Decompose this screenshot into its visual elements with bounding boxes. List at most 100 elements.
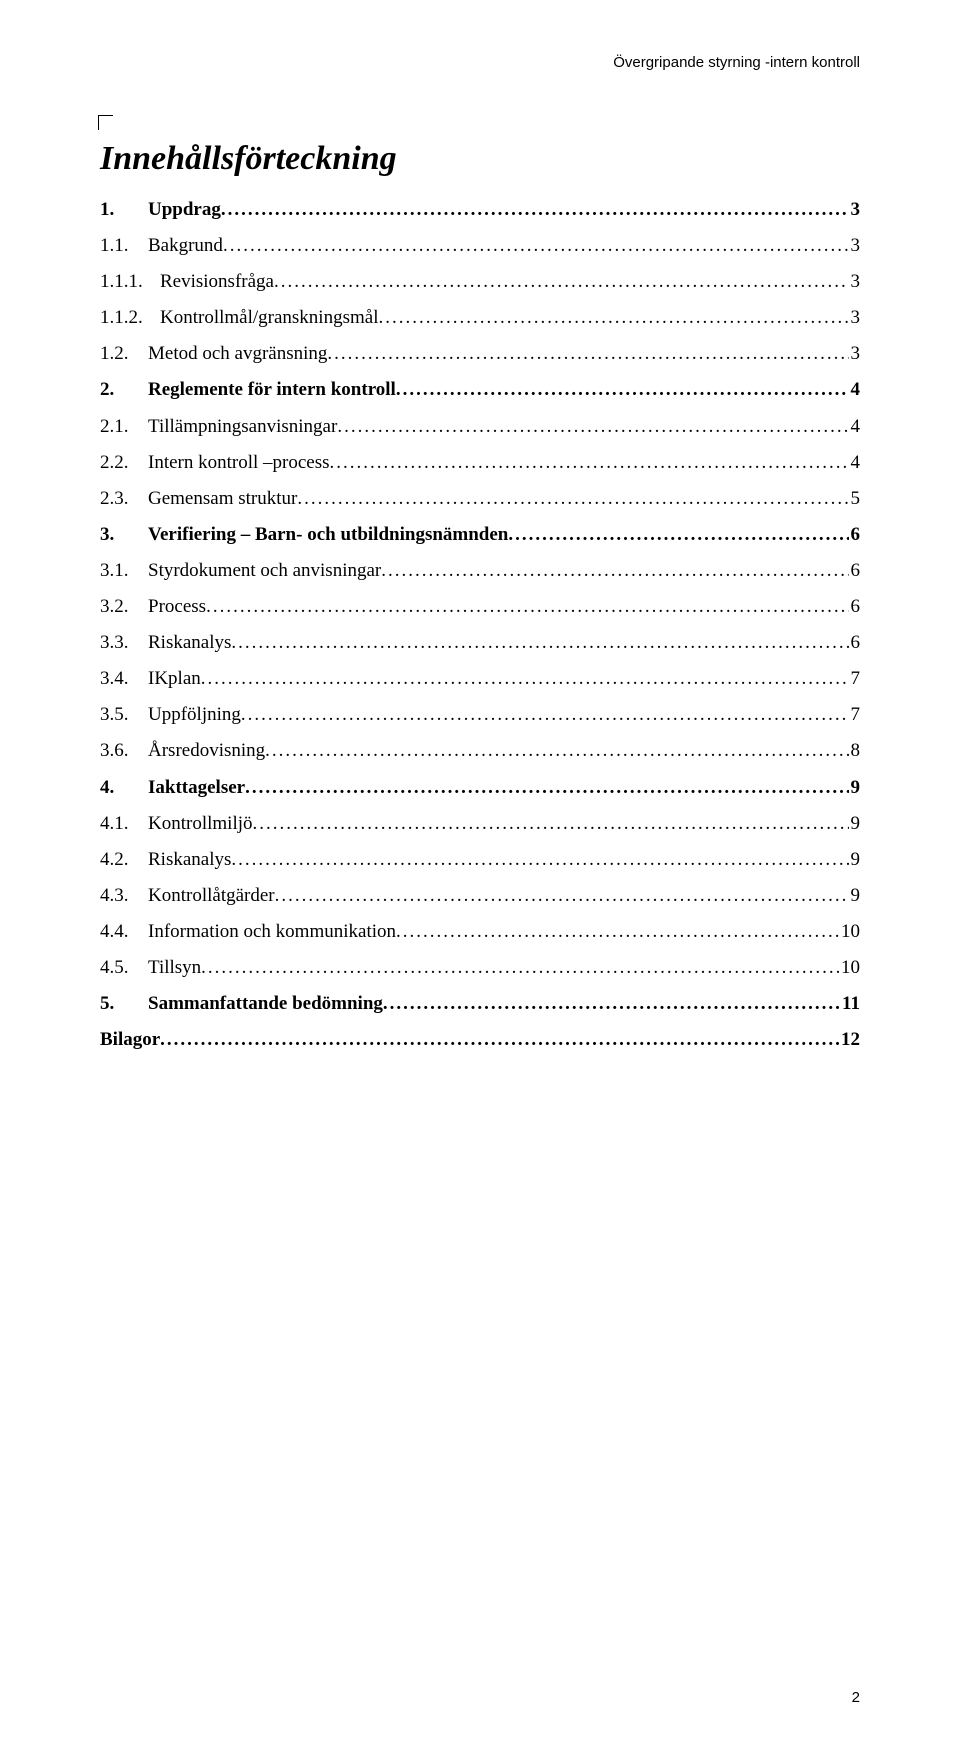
toc-leader-dots [383,986,840,1022]
toc-entry-page: 5 [849,481,861,517]
toc-entry-page: 4 [849,409,861,445]
toc-entry-label: Iakttagelser [148,770,245,806]
toc-entry-number: 4.5. [100,950,148,986]
toc-leader-dots [265,733,848,769]
toc-entry: 4.Iakttagelser 9 [100,770,860,806]
toc-leader-dots [223,228,849,264]
toc-entry-number: 1.2. [100,336,148,372]
toc-entry: 1.1.2.Kontrollmål/granskningsmål 3 [100,300,860,336]
page-number: 2 [852,1689,860,1706]
toc-entry-page: 6 [849,517,861,553]
toc-entry-label: Tillsyn [148,950,201,986]
toc-entry-label: Uppdrag [148,192,221,228]
toc-entry: 3.3.Riskanalys6 [100,625,860,661]
toc-entry: 4.3.Kontrollåtgärder 9 [100,878,860,914]
toc-entry-page: 10 [839,914,860,950]
toc-entry: 2.1.Tillämpningsanvisningar 4 [100,409,860,445]
toc-entry-number: 2.3. [100,481,148,517]
toc-leader-dots [275,878,849,914]
toc-leader-dots [337,409,848,445]
toc-entry-page: 7 [849,661,861,697]
toc-leader-dots [221,192,849,228]
toc-entry-number: 3.3. [100,625,148,661]
toc-entry-label: Kontrollmiljö [148,806,253,842]
toc-leader-dots [231,842,848,878]
toc-leader-dots [378,300,848,336]
toc-entry-label: Metod och avgränsning [148,336,327,372]
toc-entry-page: 3 [849,192,861,228]
toc-entry-number: 4. [100,770,148,806]
toc-leader-dots [297,481,848,517]
toc-entry-label: Uppföljning [148,697,241,733]
toc-entry-label: Intern kontroll –process [148,445,330,481]
toc-entry-page: 8 [849,733,861,769]
toc-leader-dots [274,264,849,300]
toc-entry-label: Bilagor [100,1022,160,1058]
toc-entry-number: 2.2. [100,445,148,481]
toc-entry-label: Kontrollmål/granskningsmål [160,300,378,336]
toc-entry-page: 9 [849,806,861,842]
toc-entry-label: Verifiering – Barn- och utbildningsnämnd… [148,517,508,553]
toc-entry: 3.2.Process 6 [100,589,860,625]
toc-title: Innehållsförteckning [100,140,860,178]
toc-leader-dots [508,517,848,553]
toc-entry-label: Riskanalys [148,842,231,878]
toc-leader-dots [160,1022,839,1058]
toc-entry-label: Kontrollåtgärder [148,878,275,914]
page-header: Övergripande styrning -intern kontroll [613,54,860,71]
toc-entry-page: 3 [849,300,861,336]
toc-leader-dots [241,697,849,733]
toc-entry-number: 1.1.2. [100,300,160,336]
toc-entry-number: 4.4. [100,914,148,950]
toc-entry-number: 1. [100,192,148,228]
toc-entry-label: Information och kommunikation [148,914,396,950]
toc-entry: 3.5.Uppföljning7 [100,697,860,733]
toc-entry-page: 3 [849,264,861,300]
toc-entry-number: 2.1. [100,409,148,445]
toc-entry-page: 12 [839,1022,860,1058]
toc-entry: 1.1.Bakgrund 3 [100,228,860,264]
toc-entry-page: 4 [849,445,861,481]
toc-entry: 4.5.Tillsyn10 [100,950,860,986]
toc-entry-page: 9 [849,770,861,806]
toc-entry-label: Tillämpningsanvisningar [148,409,337,445]
toc-entry-label: Bakgrund [148,228,223,264]
toc-entry-label: Process [148,589,206,625]
toc-entry-number: 3.6. [100,733,148,769]
toc-entry-number: 2. [100,372,148,408]
toc-leader-dots [381,553,848,589]
toc-entry: 1.1.1.Revisionsfråga 3 [100,264,860,300]
toc-leader-dots [253,806,849,842]
toc-entry-number: 4.2. [100,842,148,878]
toc-entry: 3.6.Årsredovisning8 [100,733,860,769]
toc-entry-page: 3 [849,228,861,264]
toc-entry-page: 6 [849,589,861,625]
toc-leader-dots [231,625,848,661]
toc-entry: 2.2.Intern kontroll –process 4 [100,445,860,481]
toc-leader-dots [206,589,848,625]
toc-entry: 1.2.Metod och avgränsning3 [100,336,860,372]
toc-leader-dots [330,445,849,481]
toc-entry-number: 3. [100,517,148,553]
toc-entry-label: Sammanfattande bedömning [148,986,383,1022]
toc-entry: 4.4.Information och kommunikation 10 [100,914,860,950]
toc-entry-number: 1.1.1. [100,264,160,300]
toc-leader-dots [201,950,839,986]
toc-entry-number: 3.2. [100,589,148,625]
toc-entry-number: 4.1. [100,806,148,842]
toc-leader-dots [201,661,849,697]
toc-entry: 3.Verifiering – Barn- och utbildningsnäm… [100,517,860,553]
toc-entry: Bilagor 12 [100,1022,860,1058]
toc-entry-label: Gemensam struktur [148,481,297,517]
toc-entry-label: Styrdokument och anvisningar [148,553,381,589]
toc-entry: 4.1.Kontrollmiljö 9 [100,806,860,842]
toc-entry-page: 9 [849,878,861,914]
toc-entry: 2.Reglemente för intern kontroll4 [100,372,860,408]
toc-entry-label: Revisionsfråga [160,264,274,300]
toc-leader-dots [396,372,849,408]
toc-entry-page: 6 [849,625,861,661]
corner-mark [98,115,113,130]
toc-entry-number: 4.3. [100,878,148,914]
toc-entry-number: 1.1. [100,228,148,264]
toc-leader-dots [327,336,848,372]
